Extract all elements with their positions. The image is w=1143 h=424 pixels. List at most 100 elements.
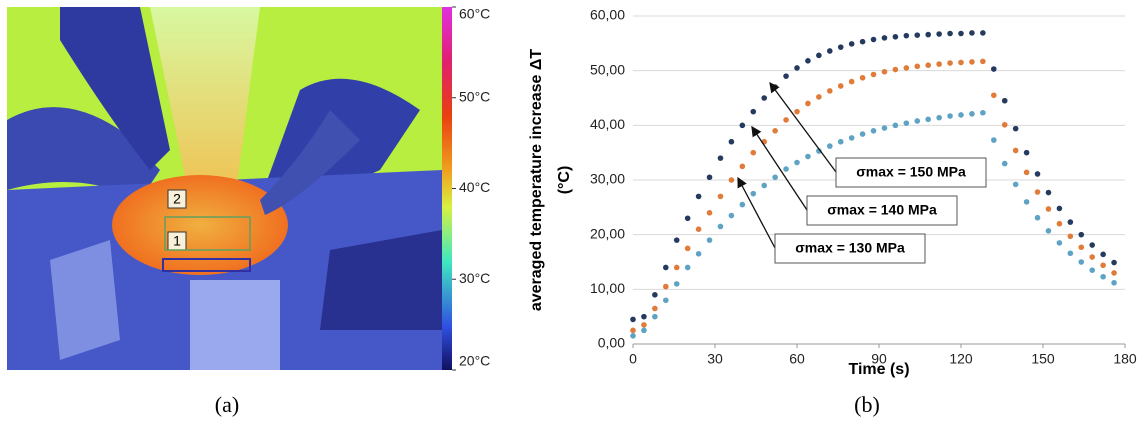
point — [914, 32, 921, 38]
point — [652, 292, 658, 298]
point — [980, 30, 986, 36]
point — [695, 226, 702, 232]
point — [794, 108, 800, 115]
x-tick-label: 60 — [789, 351, 805, 367]
point — [673, 264, 680, 271]
point — [816, 148, 822, 154]
point — [827, 48, 833, 54]
point — [991, 92, 997, 99]
point — [684, 264, 691, 271]
point — [859, 38, 866, 45]
point — [1045, 228, 1052, 234]
point — [958, 30, 964, 37]
y-tick-label: 30,00 — [590, 171, 625, 187]
point — [1001, 121, 1008, 128]
point — [641, 322, 647, 328]
point — [750, 108, 757, 115]
x-tick-label: 0 — [629, 351, 637, 367]
point — [641, 327, 647, 334]
point — [1034, 189, 1041, 195]
point — [772, 174, 778, 181]
point — [663, 297, 669, 304]
point — [706, 210, 713, 216]
colorbar-label: 30°C — [459, 270, 490, 286]
point — [783, 117, 789, 123]
point — [1089, 242, 1095, 248]
colorbar-label: 40°C — [459, 179, 490, 195]
point — [1056, 240, 1063, 246]
point — [870, 71, 877, 78]
point — [750, 190, 757, 197]
point — [1078, 259, 1085, 265]
caption: (a) — [215, 392, 239, 417]
annotation-arrow — [737, 176, 776, 249]
point — [1023, 169, 1030, 176]
point — [630, 316, 636, 323]
y-tick-label: 20,00 — [590, 225, 625, 241]
region-label: 2 — [173, 191, 181, 207]
point — [805, 100, 811, 107]
point — [980, 109, 986, 116]
point — [772, 128, 778, 134]
point — [783, 166, 789, 172]
point — [848, 41, 855, 47]
annotation: σmax = 130 MPa — [795, 240, 905, 256]
point — [936, 114, 942, 121]
point — [969, 30, 975, 36]
x-tick-label: 90 — [871, 351, 887, 367]
x-tick-label: 120 — [949, 351, 973, 367]
x-tick-label: 180 — [1113, 351, 1137, 367]
annotation-box — [774, 233, 926, 264]
point — [903, 32, 910, 39]
point — [1100, 251, 1106, 258]
point — [805, 153, 811, 160]
point — [1023, 199, 1030, 205]
point — [925, 116, 931, 123]
annotation-arrow — [751, 125, 808, 211]
y-tick-label: 60,00 — [590, 7, 625, 23]
point — [805, 58, 811, 64]
point — [1067, 219, 1074, 225]
point — [947, 60, 953, 66]
point — [684, 245, 691, 252]
point — [903, 65, 910, 71]
y-axis-label: averaged temperature increase ΔT — [528, 49, 545, 312]
point — [1100, 273, 1106, 280]
x-axis-label: Time (s) — [848, 361, 909, 378]
annotation: σmax = 150 MPa — [856, 164, 966, 180]
point — [837, 138, 844, 145]
point — [794, 159, 800, 166]
point — [1111, 259, 1117, 266]
colorbar-label: 50°C — [459, 88, 490, 104]
point — [663, 264, 669, 271]
point — [859, 131, 866, 137]
point — [1012, 147, 1019, 154]
point — [1056, 205, 1063, 212]
point — [859, 74, 866, 81]
point — [695, 251, 702, 257]
point — [1034, 171, 1041, 177]
point — [663, 283, 669, 290]
x-tick-label: 30 — [707, 351, 723, 367]
point — [1111, 279, 1117, 286]
point — [761, 95, 767, 101]
point — [936, 31, 942, 37]
point — [925, 31, 931, 38]
point — [717, 155, 724, 161]
y-tick-label: 40,00 — [590, 116, 625, 132]
point — [1067, 233, 1074, 240]
point — [991, 137, 997, 143]
point — [794, 65, 800, 71]
point — [892, 66, 899, 73]
point — [1012, 125, 1019, 132]
point — [1045, 206, 1052, 212]
point — [1023, 149, 1030, 156]
point — [739, 163, 746, 170]
point — [728, 212, 735, 219]
point — [827, 143, 833, 149]
point — [641, 313, 647, 320]
annotation-box — [835, 157, 987, 188]
point — [892, 33, 899, 40]
annotation-arrow — [769, 81, 837, 173]
